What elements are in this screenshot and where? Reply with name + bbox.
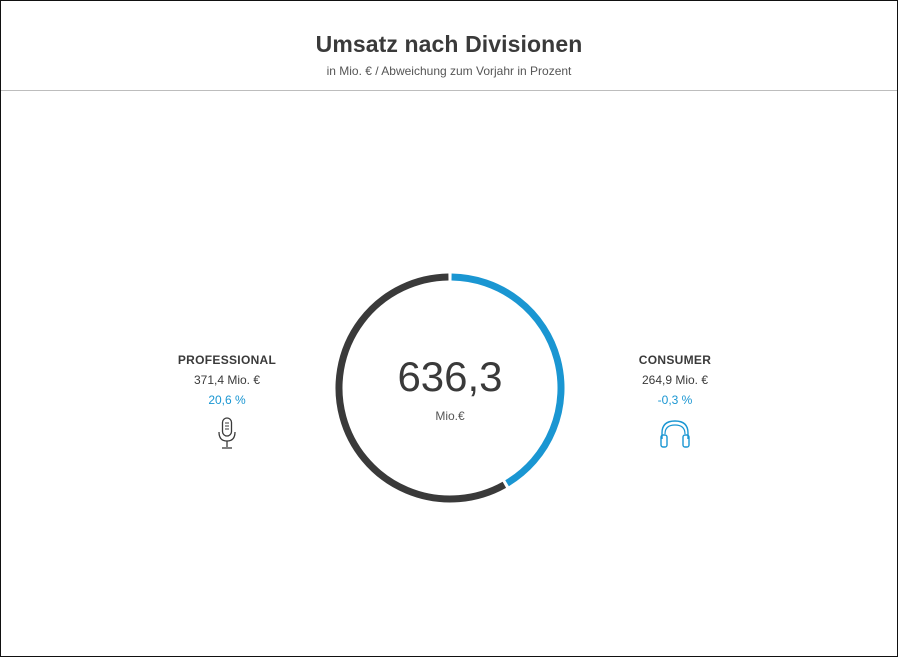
division-consumer: CONSUMER 264,9 Mio. € -0,3 % <box>585 353 765 451</box>
donut-slice-professional <box>335 273 507 503</box>
division-change: -0,3 % <box>657 393 693 407</box>
microphone-icon <box>218 417 236 449</box>
division-professional: PROFESSIONAL 371,4 Mio. € 20,6 % <box>137 353 317 451</box>
chart-subtitle: in Mio. € / Abweichung zum Vorjahr in Pr… <box>326 64 572 78</box>
division-value: 264,9 Mio. € <box>641 373 709 387</box>
total-value: 636,3 <box>397 353 503 400</box>
total-unit: Mio.€ <box>435 409 465 423</box>
chart-title: Umsatz nach Divisionen <box>315 31 583 57</box>
headphones-icon <box>660 420 690 448</box>
donut-slice-consumer <box>451 273 565 487</box>
division-name: PROFESSIONAL <box>177 353 277 367</box>
chart-header: Umsatz nach Divisionen in Mio. € / Abwei… <box>1 1 897 91</box>
division-name: CONSUMER <box>638 353 712 367</box>
division-change: 20,6 % <box>208 393 246 407</box>
division-value: 371,4 Mio. € <box>193 373 261 387</box>
donut-chart <box>335 273 565 503</box>
